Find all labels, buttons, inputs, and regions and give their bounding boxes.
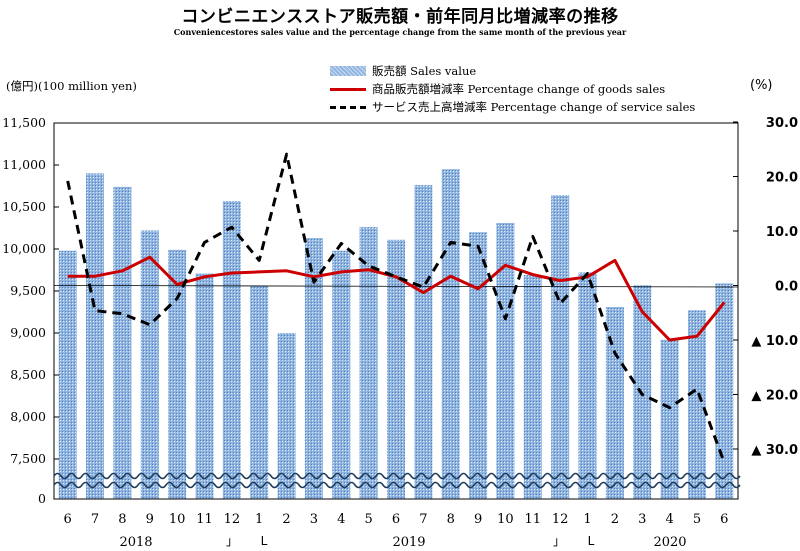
axis-labels: 07,5008,0008,5009,0009,50010,00010,50011…: [2, 115, 798, 550]
chart-title: コンビニエンスストア販売額・前年同月比増減率の推移: [181, 7, 619, 27]
legend: 販売額 Sales value 商品販売額増減率 Percentage chan…: [330, 62, 695, 116]
month-label: 9: [474, 512, 482, 527]
month-label: 9: [146, 512, 154, 527]
month-label: 2: [282, 512, 290, 527]
sales-bar: [250, 286, 269, 499]
sales-bar: [496, 223, 515, 499]
month-label: 1: [255, 512, 263, 527]
plot-border: [53, 122, 739, 500]
month-label: 7: [91, 512, 99, 527]
left-axis-tick-label: 0: [38, 491, 46, 506]
left-axis-tick-label: 10,000: [2, 241, 46, 256]
legend-label-service: サービス売上高増減率 Percentage change of service …: [372, 100, 696, 114]
series-lines: [66, 152, 726, 464]
service-change-line: [66, 152, 726, 464]
left-axis-tick-label: 11,000: [2, 157, 46, 172]
right-axis-tick-label: ▲ 10.0: [751, 334, 798, 349]
right-axis-tick-label: 20.0: [766, 171, 798, 186]
month-label: 5: [364, 512, 372, 527]
left-axis-tick-label: 11,500: [2, 115, 46, 130]
sales-bar: [551, 195, 570, 499]
sales-bar: [113, 186, 132, 500]
month-label: 10: [497, 512, 514, 527]
month-label: 2: [611, 512, 619, 527]
sales-bar: [86, 173, 104, 499]
legend-entry-service: サービス売上高増減率 Percentage change of service …: [330, 98, 695, 116]
legend-swatch-sales: [330, 66, 366, 76]
sales-bar: [58, 250, 77, 499]
year-label: 2020: [653, 535, 686, 550]
legend-entry-sales: 販売額 Sales value: [330, 62, 695, 80]
sales-bar: [304, 238, 323, 499]
sales-bar: [578, 272, 597, 499]
legend-swatch-service: [330, 105, 366, 109]
month-label: 3: [310, 512, 318, 527]
sales-bar: [222, 201, 241, 499]
month-label: 12: [552, 512, 569, 527]
year-separator: 」: [553, 534, 565, 548]
sales-bar: [523, 275, 542, 499]
year-separator: L: [261, 534, 268, 548]
month-label: 8: [118, 512, 126, 527]
right-axis-tick-label: ▲ 20.0: [751, 389, 798, 404]
sales-bar: [195, 273, 214, 499]
left-axis-unit-label: (億円)(100 million yen): [6, 79, 137, 93]
month-label: 11: [525, 512, 542, 527]
sales-bar: [140, 230, 159, 499]
legend-swatch-goods: [330, 87, 366, 91]
sales-bar: [277, 333, 296, 499]
year-separator: 」: [226, 534, 238, 548]
sales-bar: [332, 250, 351, 499]
sales-bar: [359, 227, 378, 499]
left-axis-tick-label: 7,500: [10, 451, 46, 466]
legend-entry-goods: 商品販売額増減率 Percentage change of goods sale…: [330, 80, 695, 98]
left-axis-tick-label: 8,000: [10, 409, 46, 424]
right-axis-tick-label: 30.0: [766, 116, 798, 131]
left-axis-tick-label: 8,500: [10, 367, 46, 382]
left-axis-tick-label: 10,500: [2, 199, 46, 214]
month-label: 12: [224, 512, 241, 527]
month-label: 6: [64, 512, 72, 527]
sales-bar: [168, 249, 187, 499]
zero-line: [53, 285, 739, 288]
month-label: 10: [169, 512, 186, 527]
year-separator: L: [588, 534, 595, 548]
legend-label-sales: 販売額 Sales value: [372, 64, 477, 78]
left-axis-tick-label: 9,500: [10, 283, 46, 298]
month-label: 8: [447, 512, 455, 527]
axis-break-marks: [53, 472, 741, 489]
axis-break-wave: [53, 481, 741, 489]
plot-frame: [53, 121, 739, 500]
month-label: 5: [693, 512, 701, 527]
month-label: 6: [392, 512, 400, 527]
chart-subtitle: Conveniencestores sales value and the pe…: [173, 27, 627, 37]
month-label: 1: [583, 512, 591, 527]
sales-bars: [58, 169, 734, 500]
right-axis-tick-label: 10.0: [766, 225, 798, 240]
month-label: 4: [665, 512, 673, 527]
month-label: 7: [419, 512, 427, 527]
right-axis-tick-label: ▲ 30.0: [751, 443, 798, 458]
sales-bar: [715, 283, 734, 499]
legend-label-goods: 商品販売額増減率 Percentage change of goods sale…: [372, 82, 666, 96]
sales-bar: [387, 239, 405, 500]
right-axis-tick-label: 0.0: [775, 280, 798, 295]
goods-change-line: [67, 255, 726, 342]
month-label: 11: [196, 512, 213, 527]
month-label: 4: [337, 512, 345, 527]
sales-bar: [441, 169, 460, 499]
right-axis-unit-label: (%): [750, 78, 773, 93]
year-label: 2019: [392, 535, 425, 550]
left-axis-tick-label: 9,000: [10, 325, 46, 340]
month-label: 3: [638, 512, 646, 527]
sales-bar: [469, 232, 488, 499]
year-label: 2018: [119, 535, 152, 550]
sales-bar: [660, 339, 679, 499]
sales-bar: [688, 310, 706, 499]
sales-bar: [605, 307, 624, 499]
axis-break-wave: [53, 472, 741, 480]
sales-bar: [414, 185, 433, 499]
month-label: 6: [720, 512, 728, 527]
